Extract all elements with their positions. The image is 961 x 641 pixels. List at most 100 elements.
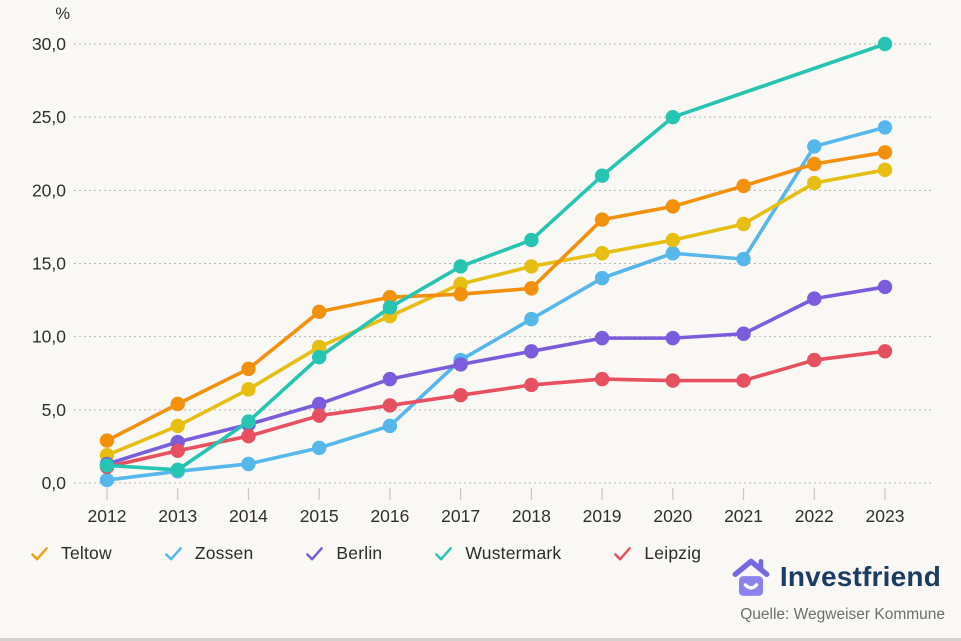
legend-item-wustermark[interactable]: Wustermark	[434, 543, 561, 564]
data-point	[170, 418, 185, 434]
data-point	[807, 175, 822, 191]
legend-label: Wustermark	[465, 543, 562, 563]
series-line-unlabeled	[105, 168, 887, 457]
data-point	[311, 396, 327, 412]
x-axis-tick-label: 2023	[866, 506, 905, 526]
y-axis-tick-label: 10,0	[32, 327, 66, 347]
legend-item-berlin[interactable]: Berlin	[305, 543, 382, 564]
data-point	[807, 139, 822, 154]
legend-item-zossen[interactable]: Zossen	[164, 543, 254, 564]
data-point	[453, 388, 468, 403]
data-point	[594, 330, 610, 346]
data-point	[382, 398, 398, 413]
data-point	[736, 251, 751, 267]
data-point	[311, 349, 327, 365]
data-point	[665, 199, 681, 214]
data-point	[594, 270, 610, 286]
chart-area: 0,0 5,0 10,0 15,0 20,0 25,0 30,0% 2012 2013 2014 2…	[32, 5, 932, 526]
data-point	[241, 414, 256, 429]
data-point	[453, 357, 468, 372]
data-point	[665, 109, 681, 125]
data-point	[170, 396, 185, 412]
data-point	[453, 276, 468, 292]
check-icon	[306, 547, 324, 561]
logo-text: Investfriend	[779, 561, 941, 592]
x-axis-tick-label: 2020	[653, 506, 692, 526]
legend-label: Teltow	[61, 543, 112, 563]
data-point	[382, 300, 398, 315]
legend-label: Berlin	[336, 543, 383, 563]
data-point	[311, 304, 327, 319]
data-point	[877, 36, 893, 52]
series-line-leipzig	[105, 349, 887, 469]
data-point	[877, 279, 893, 295]
data-point	[241, 456, 256, 472]
y-axis-tick-label: 20,0	[32, 180, 66, 200]
data-point	[594, 212, 610, 227]
x-axis-tick-label: 2018	[512, 506, 551, 526]
data-point	[99, 472, 115, 488]
data-point	[241, 428, 256, 444]
chart-legend: Teltow Zossen Berlin Wustermark Leipzig	[30, 543, 701, 564]
data-point	[665, 373, 681, 388]
legend-item-teltow[interactable]: Teltow	[30, 543, 112, 564]
line-chart: 0,0 5,0 10,0 15,0 20,0 25,0 30,0% 2012 2013 2014 2…	[32, 5, 932, 526]
x-axis-tick-label: 2017	[441, 506, 480, 526]
x-axis-tick-label: 2013	[158, 506, 197, 526]
data-point	[311, 408, 327, 423]
house-icon	[732, 558, 770, 596]
data-point	[311, 440, 327, 456]
brand-logo: Investfriend	[730, 556, 941, 598]
data-point	[665, 232, 681, 248]
series-line-wustermark	[105, 42, 887, 472]
data-point	[524, 377, 539, 393]
data-point	[453, 259, 468, 274]
data-point	[807, 156, 822, 172]
data-point	[241, 382, 256, 397]
data-point	[170, 462, 185, 478]
series-line-teltow	[105, 150, 887, 443]
data-point	[524, 344, 539, 359]
x-axis-tick-label: 2012	[88, 506, 127, 526]
y-axis-tick-label: 25,0	[32, 107, 66, 127]
data-point	[524, 232, 539, 248]
y-axis-tick-label: 0,0	[42, 473, 67, 493]
data-point	[736, 216, 751, 232]
data-point	[382, 418, 398, 434]
data-point	[524, 259, 539, 274]
data-point	[241, 361, 256, 377]
data-point	[877, 344, 893, 359]
smile-icon	[743, 583, 759, 590]
series-line-zossen	[105, 125, 887, 482]
data-point	[99, 433, 115, 448]
data-point	[736, 326, 751, 341]
data-point	[524, 311, 539, 327]
x-axis-tick-label: 2014	[229, 506, 268, 526]
legend-item-leipzig[interactable]: Leipzig	[613, 543, 701, 564]
data-point	[665, 330, 681, 346]
data-point	[453, 287, 468, 302]
data-point	[594, 246, 610, 261]
data-point	[524, 281, 539, 296]
data-point	[877, 120, 893, 135]
check-icon	[614, 547, 632, 561]
data-point	[99, 458, 115, 473]
x-axis-tick-label: 2016	[370, 506, 409, 526]
data-point	[736, 178, 751, 194]
data-point	[665, 246, 681, 261]
source-attribution: Quelle: Wegweiser Kommune	[740, 606, 945, 623]
y-axis-tick-label: 30,0	[32, 34, 66, 54]
data-point	[382, 371, 398, 387]
data-point	[877, 145, 893, 160]
data-point	[594, 371, 610, 387]
legend-label: Leipzig	[644, 543, 702, 563]
data-point	[170, 443, 185, 459]
data-point	[594, 168, 610, 183]
check-icon	[435, 547, 453, 561]
data-point	[311, 339, 327, 355]
x-axis-tick-label: 2019	[583, 506, 622, 526]
data-point	[382, 289, 398, 305]
check-icon	[164, 547, 182, 561]
x-axis-tick-label: 2021	[724, 506, 763, 526]
